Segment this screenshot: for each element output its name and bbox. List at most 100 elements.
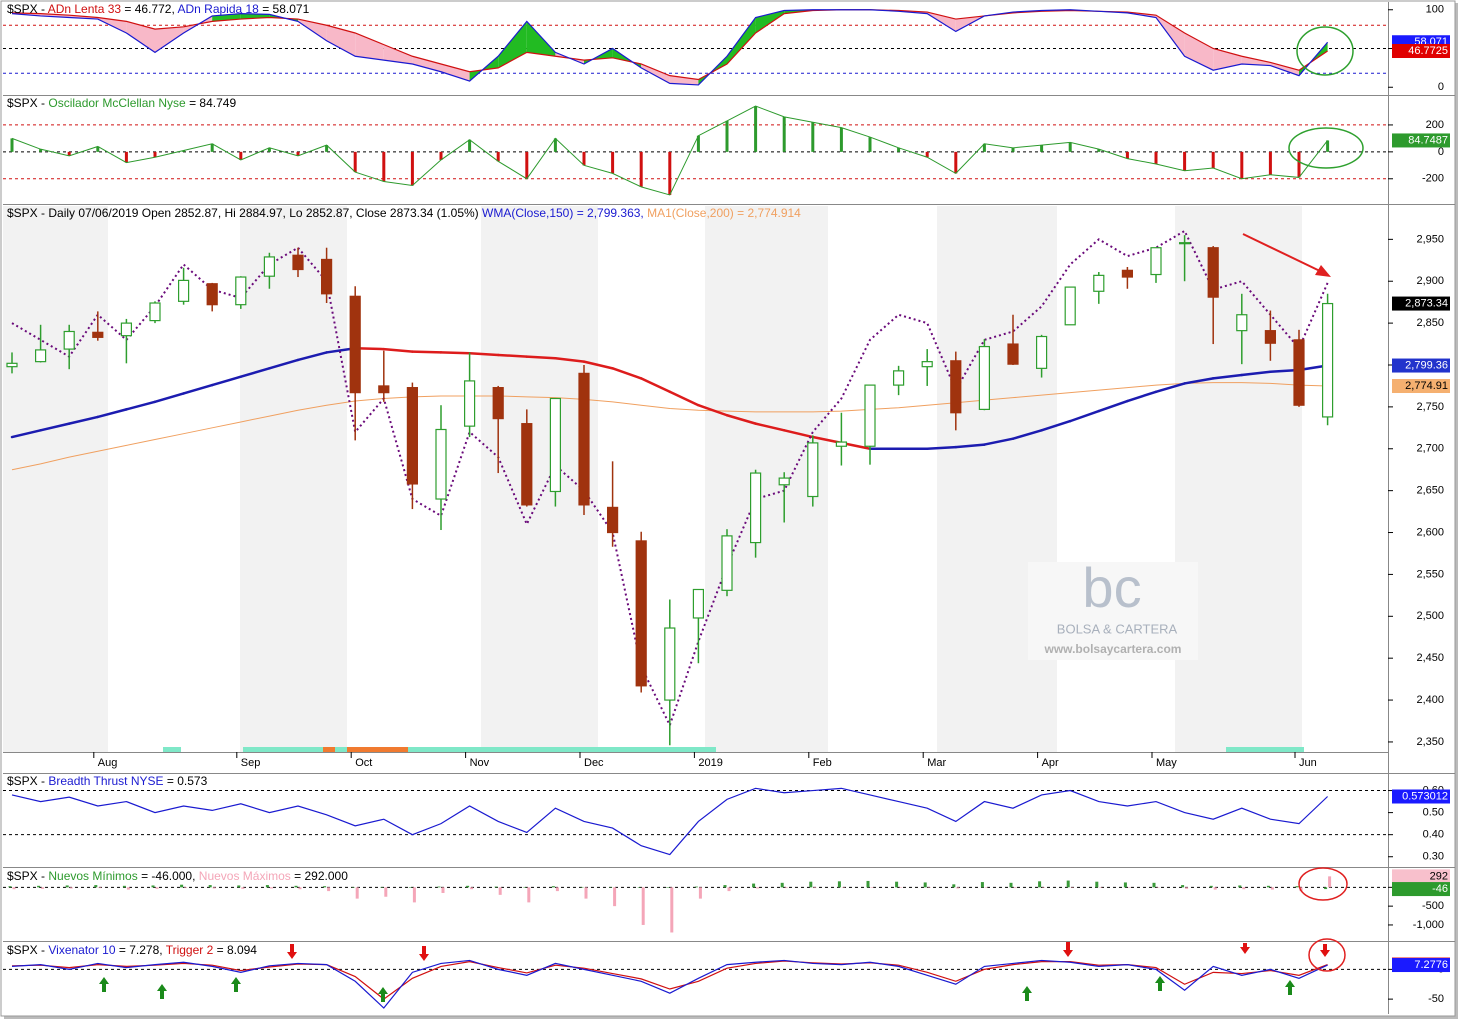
bar xyxy=(65,885,69,888)
series-segment xyxy=(439,351,471,355)
bar xyxy=(666,887,670,888)
y-tick-label: -1,000 xyxy=(1413,919,1444,931)
value-tag-label: 46.7725 xyxy=(1408,45,1448,57)
highlight-circle xyxy=(1296,26,1354,76)
bar xyxy=(325,145,329,152)
value-tag-label: 0.573012 xyxy=(1402,790,1448,802)
header-part: $SPX - xyxy=(7,943,48,957)
header-part: $SPX - xyxy=(7,869,48,883)
bar xyxy=(12,887,16,890)
candle-body xyxy=(921,361,933,368)
value-tag xyxy=(1392,133,1450,148)
bar xyxy=(639,151,643,187)
header-part: = 0.573 xyxy=(164,774,208,788)
bar xyxy=(668,151,672,195)
bar xyxy=(296,151,300,156)
bar xyxy=(212,887,216,889)
bar xyxy=(155,887,159,889)
fill-between xyxy=(1270,62,1299,76)
candle-body xyxy=(549,397,562,493)
series-line xyxy=(11,959,1328,1009)
bar xyxy=(382,151,386,182)
series-segment xyxy=(96,408,128,419)
series-segment xyxy=(496,353,529,358)
value-tag xyxy=(1392,44,1450,59)
y-tick-label: 2,700 xyxy=(1416,443,1444,455)
strip xyxy=(335,747,347,752)
candle-body xyxy=(578,372,590,506)
x-tick-label: Oct xyxy=(355,757,372,769)
candle-body xyxy=(178,279,190,302)
bar xyxy=(1266,885,1270,888)
x-tick-label: Feb xyxy=(813,757,832,769)
fill-between xyxy=(355,33,384,61)
bar xyxy=(784,887,788,889)
candle-body xyxy=(120,322,133,337)
candle-body xyxy=(34,349,47,363)
bar xyxy=(1209,885,1213,888)
bar xyxy=(1183,151,1187,171)
header-part: = 292.000 xyxy=(291,869,348,883)
up-arrow xyxy=(1155,976,1165,991)
header-part: $SPX - xyxy=(7,2,48,16)
bar xyxy=(611,151,615,174)
bar xyxy=(153,151,157,158)
y-tick-label: 0.30 xyxy=(1423,851,1444,863)
value-tag-label: 84.7487 xyxy=(1408,134,1448,146)
bar xyxy=(1097,149,1101,152)
bar xyxy=(782,116,786,152)
candle-body xyxy=(1007,343,1019,365)
y-tick-label: 2,750 xyxy=(1416,401,1444,413)
series-segment xyxy=(697,403,729,417)
header-part: = 58.071 xyxy=(259,2,310,16)
bar xyxy=(1013,887,1017,889)
header-part: = 46.772, xyxy=(121,2,177,16)
y-tick-label: 2,550 xyxy=(1416,568,1444,580)
series-segment xyxy=(582,360,614,370)
value-tag-label: -46 xyxy=(1432,883,1448,895)
value-tag xyxy=(1392,882,1450,897)
y-tick-label: 2,650 xyxy=(1416,485,1444,497)
month-shading xyxy=(3,206,1302,752)
candle-body xyxy=(263,256,275,277)
fill-between xyxy=(126,21,155,53)
series-segment xyxy=(1154,382,1186,394)
bar xyxy=(437,886,441,888)
strip xyxy=(408,747,716,752)
series-line xyxy=(11,105,1328,196)
series-segment xyxy=(39,422,71,432)
watermark-url: www.bolsaycartera.com xyxy=(1044,642,1182,656)
series-segment xyxy=(210,375,243,387)
bar xyxy=(525,151,529,179)
down-arrow xyxy=(419,946,429,961)
bar xyxy=(294,885,298,888)
series-segment xyxy=(182,383,214,395)
bar xyxy=(327,887,331,892)
bar xyxy=(527,887,531,903)
x-tick-label: Dec xyxy=(584,757,604,769)
series-segment xyxy=(153,392,185,404)
candle-body xyxy=(1178,242,1191,245)
header-part: WMA(Close,150) = 2,799.363, xyxy=(482,206,647,220)
header-part: Breadth Thrust NYSE xyxy=(48,774,163,788)
bar xyxy=(553,138,557,152)
bar xyxy=(523,886,527,888)
bar xyxy=(210,143,214,152)
candle-body xyxy=(63,330,75,350)
candle-body xyxy=(807,442,819,498)
up-arrow xyxy=(157,984,167,999)
bar xyxy=(582,151,586,166)
candle-body xyxy=(406,387,418,485)
series-segment xyxy=(725,414,757,425)
bar xyxy=(470,887,474,890)
candle-body xyxy=(6,362,18,368)
bar xyxy=(925,151,929,158)
value-tag xyxy=(1392,296,1450,311)
header-part: = -46.000, xyxy=(138,869,199,883)
bar xyxy=(180,884,184,888)
trend-arrow xyxy=(1242,233,1323,273)
series-segment xyxy=(954,443,986,449)
fill-between xyxy=(669,75,699,85)
series-segment xyxy=(1011,429,1043,440)
